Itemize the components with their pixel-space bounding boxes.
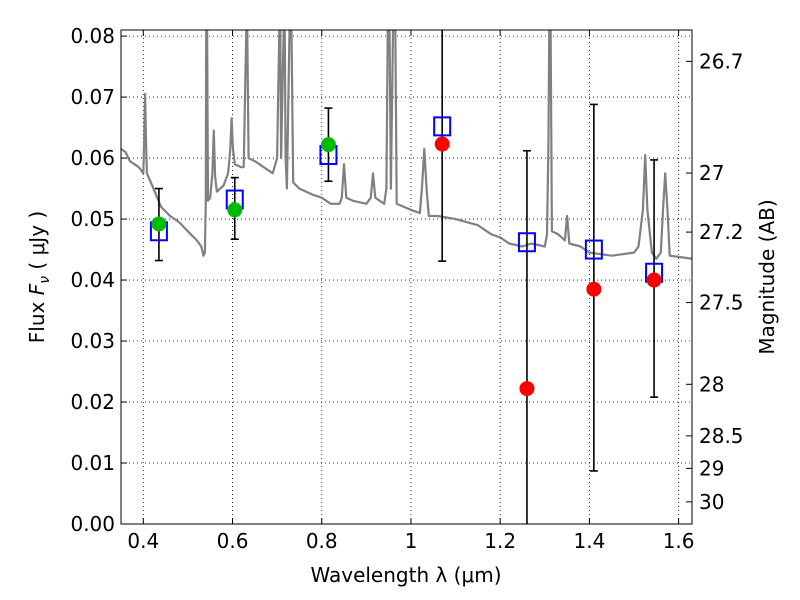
y-tick-label: 0.02 (70, 390, 115, 414)
x-tick-label: 1.2 (484, 529, 516, 553)
y-axis-title-symbol: F (25, 283, 49, 295)
y2-tick-label: 27 (699, 161, 724, 185)
data-point (227, 202, 243, 218)
model-box (584, 239, 603, 260)
y2-tick-label: 26.7 (699, 49, 744, 73)
model-box (517, 232, 536, 253)
data-point (434, 136, 450, 152)
y-tick-label: 0.03 (70, 329, 115, 353)
data-point (151, 216, 167, 232)
y2-axis: 26.7 27 27.2 27.5 28 28.5 29 30 (686, 49, 744, 514)
x-tick-label: 1.4 (573, 529, 605, 553)
y-axis-title-subscript: ν (37, 276, 53, 284)
y-tick-label: 0.06 (70, 146, 115, 170)
y-tick-label: 0.04 (70, 268, 115, 292)
y2-tick-label: 28 (699, 372, 724, 396)
errorbars (154, 30, 659, 524)
y2-axis-title: Magnitude (AB) (755, 199, 779, 354)
model-box (433, 116, 452, 137)
y2-tick-label: 30 (699, 490, 724, 514)
y-axis: 0.00 0.01 0.02 0.03 0.04 0.05 0.06 0.07 0.08 (70, 24, 127, 536)
x-tick-label: 1 (405, 529, 418, 553)
y2-tick-label: 27.2 (699, 220, 744, 244)
y-axis-title-prefix: Flux (25, 295, 49, 343)
template-line (121, 30, 692, 260)
data-points (151, 136, 662, 397)
plot-frame (120, 29, 693, 525)
y-axis-title: Flux Fν ( μJy ) (25, 211, 53, 343)
y-tick-label: 0.07 (70, 85, 115, 109)
x-tick-label: 0.6 (217, 529, 249, 553)
y-axis-title-suffix: ( μJy ) (25, 211, 49, 276)
template-spectrum (121, 30, 692, 260)
y-tick-label: 0.00 (70, 512, 115, 536)
y2-tick-label: 28.5 (699, 424, 744, 448)
y-tick-label: 0.08 (70, 24, 115, 48)
data-point (519, 381, 535, 397)
x-axis: 0.4 0.6 0.8 1 1.2 1.4 1.6 (127, 30, 695, 553)
x-tick-label: 1.6 (663, 529, 695, 553)
data-point (320, 137, 336, 153)
data-point (646, 272, 662, 288)
y-tick-label: 0.05 (70, 207, 115, 231)
y2-tick-label: 27.5 (699, 291, 744, 315)
y-tick-label: 0.01 (70, 451, 115, 475)
x-tick-label: 0.4 (127, 529, 159, 553)
x-tick-label: 0.8 (306, 529, 338, 553)
model-boxes (149, 116, 664, 283)
x-axis-title: Wavelength λ (μm) (310, 563, 501, 587)
y2-tick-label: 29 (699, 456, 724, 480)
data-point (586, 281, 602, 297)
